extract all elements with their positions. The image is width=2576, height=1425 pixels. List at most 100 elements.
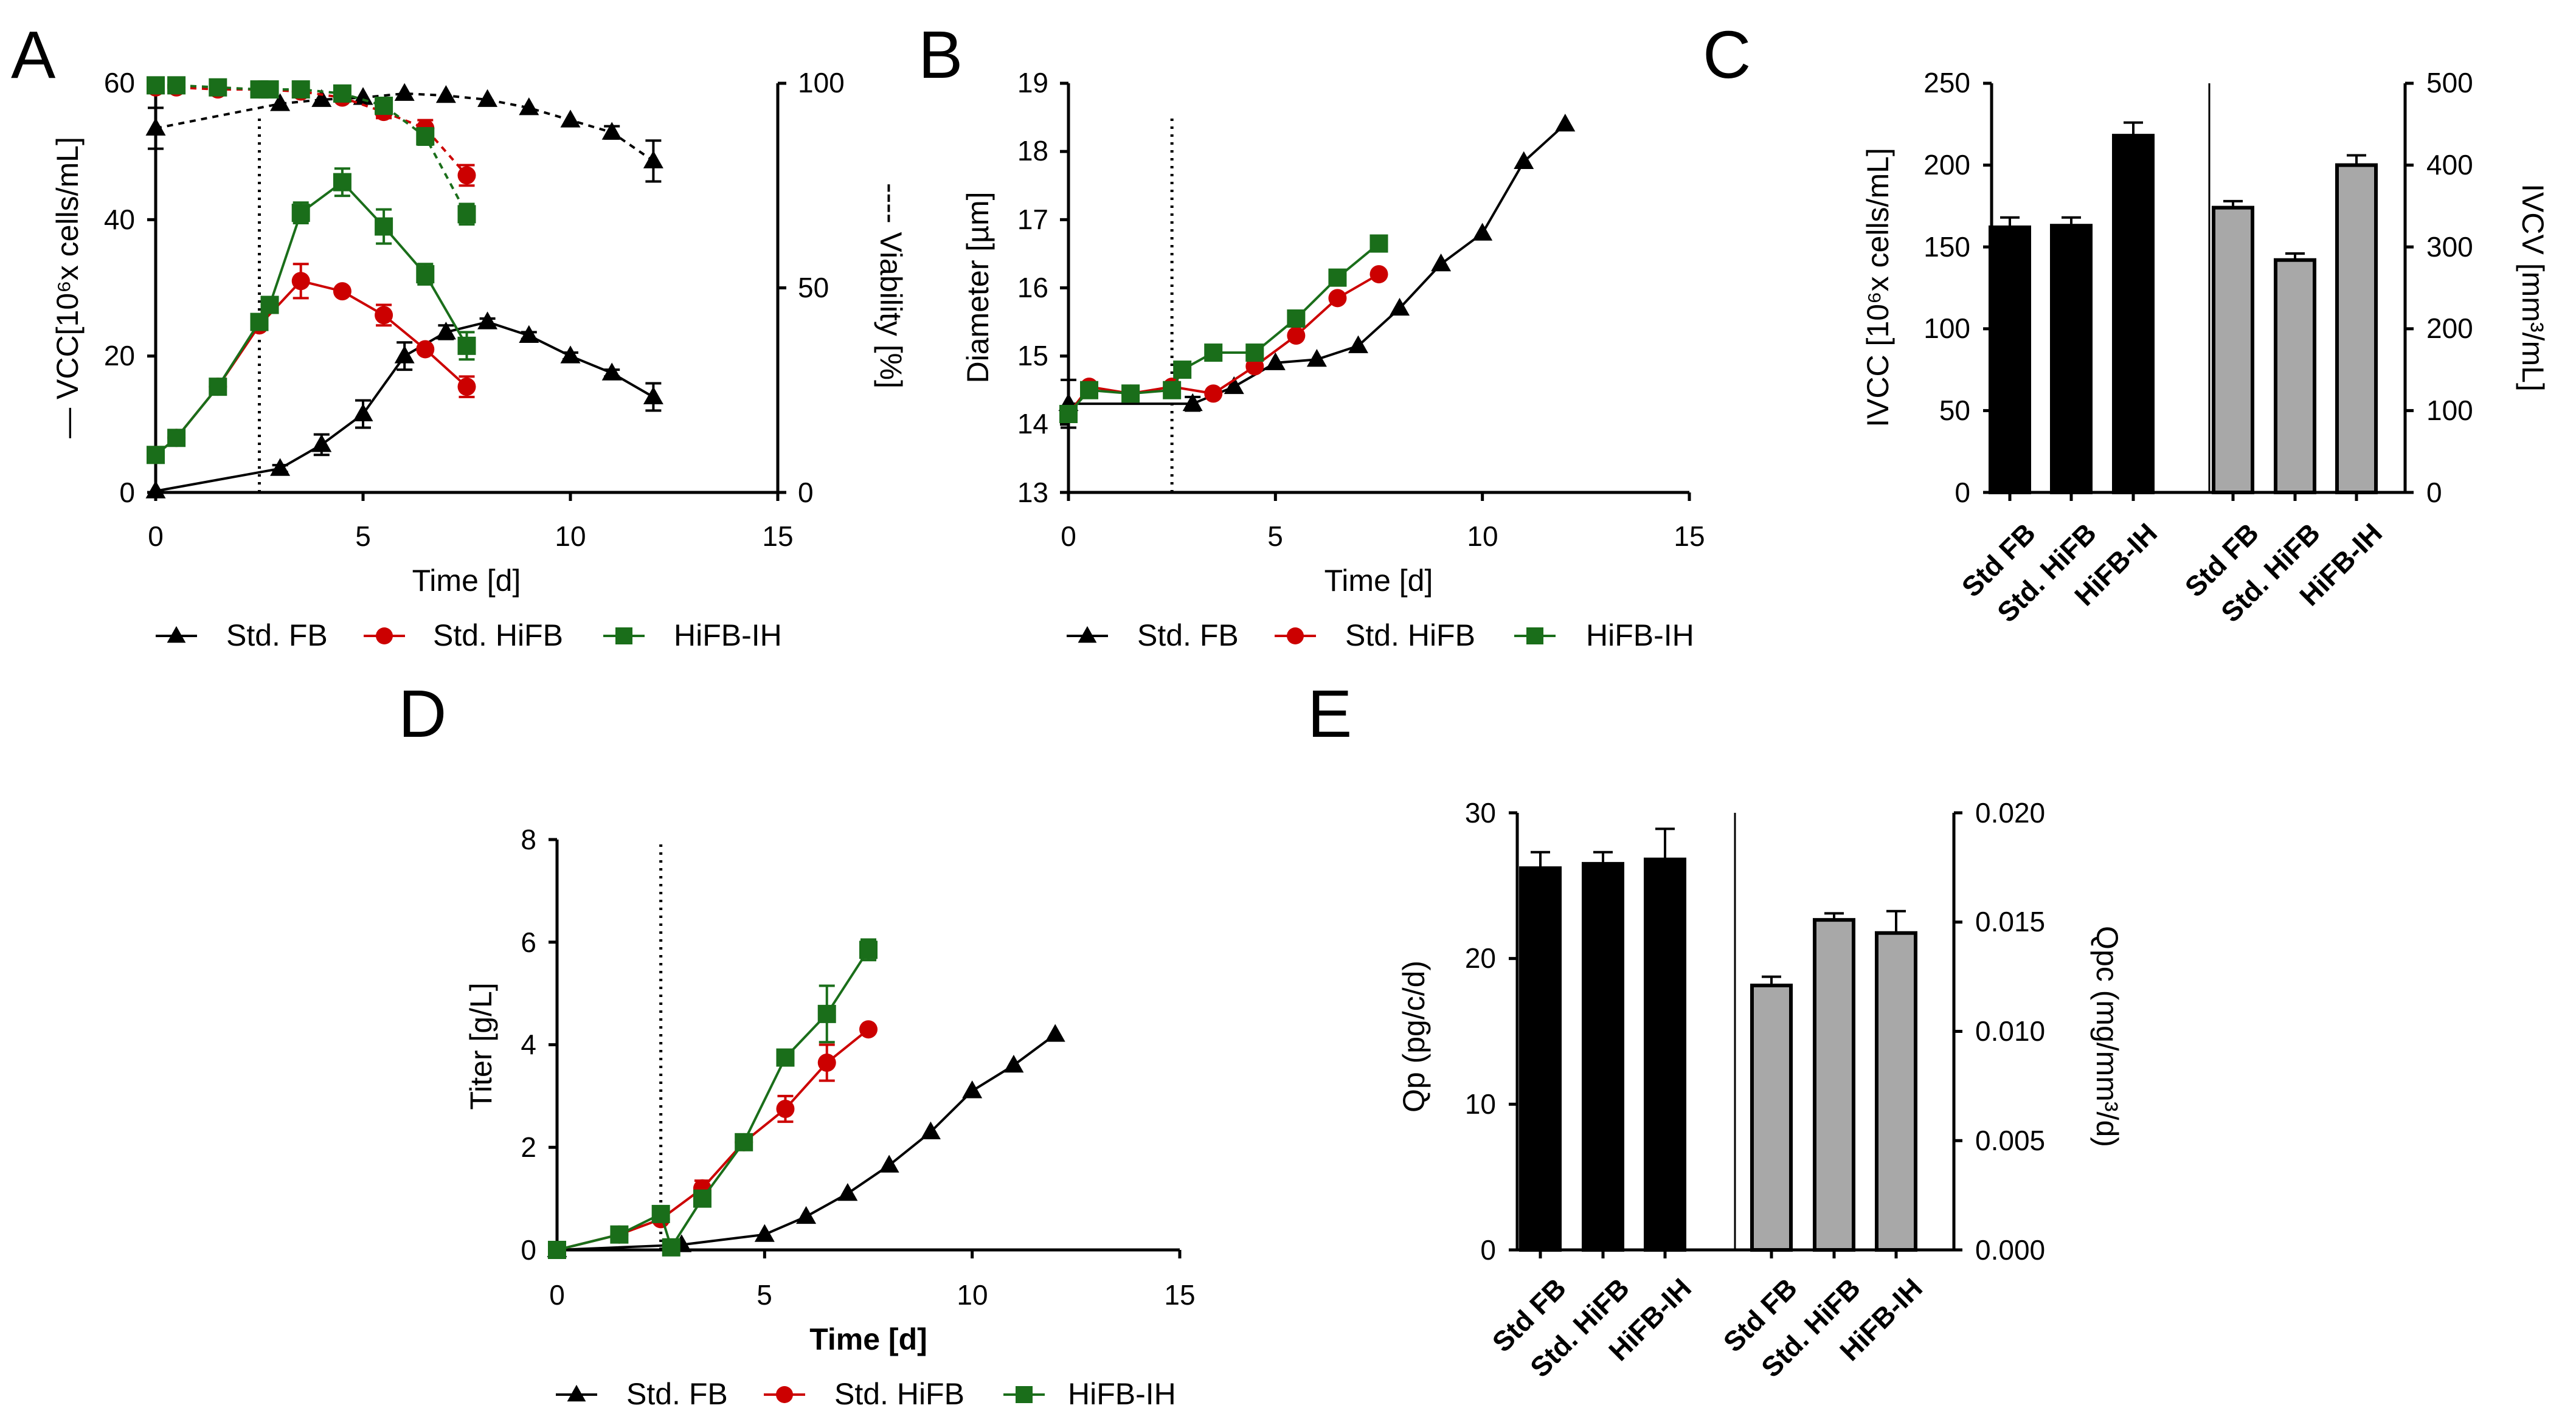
panel-a-vcc-data-point bbox=[333, 173, 351, 191]
panel-d-series-line bbox=[556, 949, 870, 1251]
panel-b-data-point bbox=[1431, 253, 1452, 272]
panel-a-vcc-data-point bbox=[457, 336, 476, 355]
panel-d-ytick: 4 bbox=[521, 1029, 536, 1060]
panel-d-ytick: 2 bbox=[521, 1131, 536, 1163]
panel-a-ytick: 0 bbox=[119, 477, 135, 508]
panel-e-y2tick: 0.015 bbox=[1975, 906, 2045, 937]
panel-a-vcc-data-point bbox=[270, 458, 291, 476]
panel-b-data-point bbox=[1514, 151, 1534, 169]
panel-a-vcc-data-point bbox=[375, 217, 393, 236]
panel-a-vcc-data-point bbox=[333, 282, 351, 301]
panel-c-y2label: IVCV [mm³/mL] bbox=[2516, 184, 2550, 392]
panel-c-y2tick: 500 bbox=[2426, 67, 2473, 98]
panel-b-data-point bbox=[1080, 381, 1099, 399]
panel-a-vcc-data-point bbox=[375, 306, 393, 325]
panel-e-ylabel: Qp (pg/c/d) bbox=[1397, 961, 1431, 1113]
panel-a-viability-data-point bbox=[260, 80, 279, 99]
legend-a-hifb-ih: HiFB-IH bbox=[674, 618, 782, 652]
panel-a-vcc-data-point bbox=[145, 480, 166, 499]
panel-e-ytick: 10 bbox=[1465, 1088, 1496, 1120]
panel-a-viability-data-point bbox=[311, 89, 332, 107]
panel-c-bar bbox=[2212, 205, 2254, 494]
panel-b-ytick: 17 bbox=[1017, 204, 1048, 235]
panel-b-data-point bbox=[1059, 405, 1078, 424]
panel-d-xtick: 0 bbox=[549, 1279, 565, 1311]
panel-a-vcc-data-point bbox=[416, 265, 435, 284]
panel-d-data-point bbox=[859, 940, 878, 959]
legend-a-std-fb-symbol bbox=[167, 626, 186, 643]
panel-a-vcc-data-point bbox=[457, 378, 476, 396]
panel-d-data-point bbox=[610, 1225, 629, 1244]
panel-b-data-point bbox=[1369, 234, 1388, 253]
panel-a-vcc-data-point bbox=[519, 325, 539, 343]
panel-a-vcc-data-point bbox=[416, 340, 435, 359]
panel-a-vcc-data-point bbox=[250, 312, 269, 331]
panel-b-ytick: 19 bbox=[1017, 67, 1048, 98]
panel-e-letter: E bbox=[1307, 677, 1352, 751]
panel-c-ytick: 150 bbox=[1923, 231, 1970, 263]
panel-e-bar bbox=[1813, 918, 1855, 1252]
panel-c-ylabel: IVCC [10⁶x cells/mL] bbox=[1861, 148, 1895, 427]
panel-a-ytick: 40 bbox=[104, 204, 135, 235]
panel-e-y2tick: 0.020 bbox=[1975, 797, 2045, 829]
panel-a-viability-data-point bbox=[519, 97, 539, 116]
legend-b-std-fb: Std. FB bbox=[1137, 618, 1239, 652]
panel-b-data-point bbox=[1204, 384, 1223, 403]
legend-d-std-fb-symbol bbox=[567, 1384, 586, 1402]
panel-a-y2tick: 0 bbox=[798, 477, 814, 508]
panel-e-bar bbox=[1875, 931, 1917, 1252]
panel-a-vcc-data-point bbox=[394, 345, 415, 364]
panel-a-viability-data-point bbox=[209, 78, 227, 97]
panel-d-data-point bbox=[754, 1224, 775, 1242]
legend-d-std-fb: Std. FB bbox=[626, 1377, 728, 1411]
panel-d-xtick: 10 bbox=[957, 1279, 988, 1311]
panel-a-viability-data-point bbox=[477, 89, 498, 107]
panel-d-data-point bbox=[1003, 1055, 1024, 1073]
panel-e-y2tick: 0.010 bbox=[1975, 1015, 2045, 1047]
panel-a-vcc-series-line bbox=[154, 180, 468, 456]
panel-b-data-point bbox=[1265, 352, 1286, 370]
panel-c-letter: C bbox=[1703, 18, 1751, 92]
legend-a-std-hifb-symbol bbox=[376, 627, 393, 644]
panel-b-data-point bbox=[1163, 381, 1182, 399]
panel-b-data-point bbox=[1306, 349, 1327, 367]
panel-a-y2label-text: Viability [%] bbox=[874, 232, 908, 388]
panel-d-xtick: 5 bbox=[757, 1279, 772, 1311]
panel-c-bar bbox=[1989, 225, 2031, 494]
panel-a-viability-data-point bbox=[333, 84, 351, 103]
legend-a-std-fb: Std. FB bbox=[226, 618, 328, 652]
panel-a-viability-data-point bbox=[560, 109, 581, 128]
panel-e-y2tick: 0.005 bbox=[1975, 1125, 2045, 1156]
panel-c-ytick: 250 bbox=[1923, 67, 1970, 98]
panel-d-data-point bbox=[662, 1238, 680, 1257]
panel-d-data-point bbox=[962, 1080, 983, 1099]
panel-a-viability-data-point bbox=[643, 150, 663, 168]
panel-b-ytick: 18 bbox=[1017, 135, 1048, 167]
panel-b-xtick: 10 bbox=[1467, 520, 1498, 552]
panel-d-ytick: 8 bbox=[521, 824, 536, 855]
panel-a-xtick: 15 bbox=[762, 520, 793, 552]
panel-b-data-point bbox=[1121, 384, 1140, 403]
panel-b-ytick: 14 bbox=[1017, 408, 1048, 440]
panel-b-data-point bbox=[1224, 376, 1244, 395]
panel-c-bar bbox=[2112, 134, 2155, 495]
panel-a-vcc-data-point bbox=[560, 345, 581, 364]
legend-d-std-hifb-symbol bbox=[776, 1386, 793, 1403]
panel-b-data-point bbox=[1328, 289, 1347, 308]
panel-c-y2tick: 300 bbox=[2426, 231, 2473, 263]
panel-a-vcc-data-point bbox=[477, 311, 498, 330]
panel-a-y2tick: 100 bbox=[798, 67, 845, 98]
legend-a-hifb-ih-symbol bbox=[615, 627, 632, 644]
panel-b-xtick: 5 bbox=[1267, 520, 1283, 552]
panel-d-ytick: 0 bbox=[521, 1234, 536, 1266]
panel-e-bar bbox=[1750, 984, 1793, 1252]
panel-c-ytick: 200 bbox=[1923, 149, 1970, 181]
panel-e-y2tick: 0.000 bbox=[1975, 1234, 2045, 1266]
panel-d-data-point bbox=[920, 1121, 941, 1139]
panel-e-ytick: 30 bbox=[1465, 797, 1496, 829]
panel-d-data-point bbox=[776, 1048, 795, 1067]
chart-marks bbox=[145, 76, 2414, 1403]
panel-a-viability-data-point bbox=[147, 76, 165, 95]
panel-b-data-point bbox=[1555, 114, 1576, 132]
legend-b-hifb-ih-symbol bbox=[1526, 627, 1543, 644]
